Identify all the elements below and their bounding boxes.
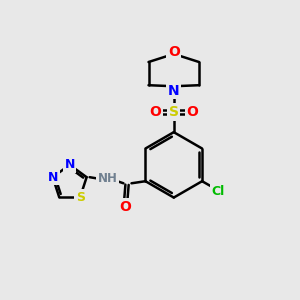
Text: NH: NH	[98, 172, 118, 185]
Text: Cl: Cl	[212, 185, 225, 198]
Text: S: S	[76, 190, 85, 204]
Text: O: O	[149, 105, 161, 119]
Text: O: O	[120, 200, 131, 214]
Text: O: O	[168, 45, 180, 58]
Text: N: N	[168, 84, 180, 98]
Text: N: N	[64, 158, 75, 171]
Text: O: O	[186, 105, 198, 119]
Text: S: S	[169, 105, 179, 119]
Text: N: N	[47, 171, 58, 184]
